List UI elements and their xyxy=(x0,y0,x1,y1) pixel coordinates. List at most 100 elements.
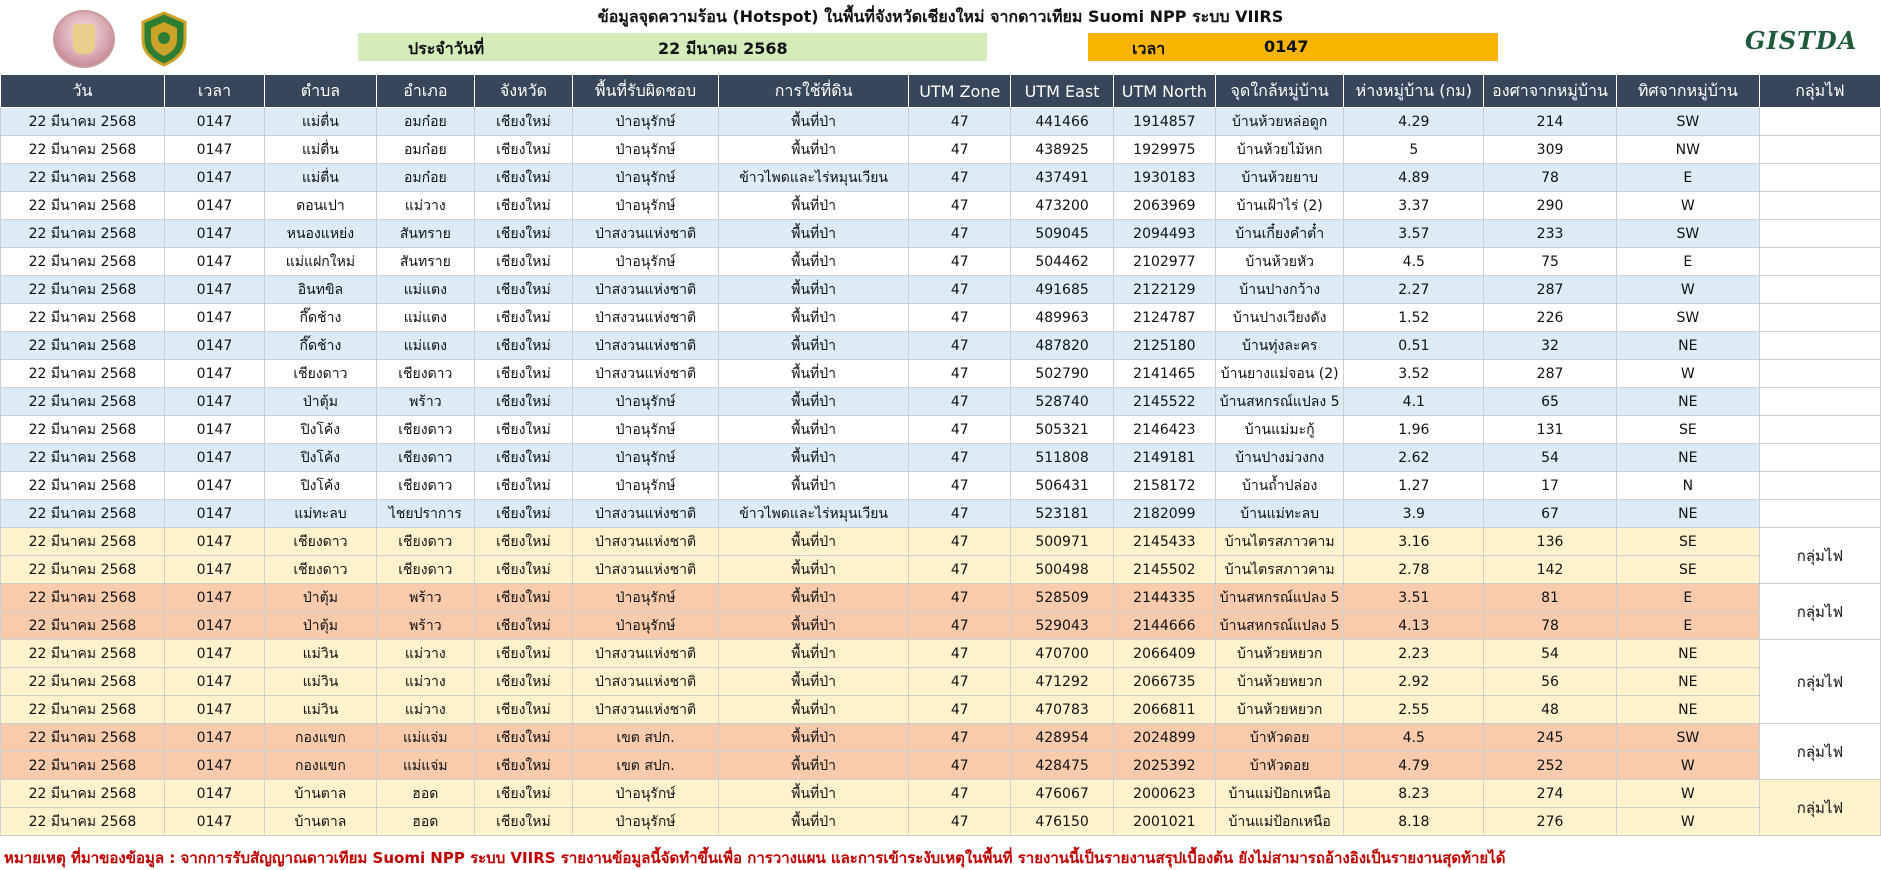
table-cell: บ้านสหกรณ์แปลง 5 xyxy=(1214,583,1345,612)
table-cell: เชียงใหม่ xyxy=(473,807,573,836)
table-cell: 22 มีนาคม 2568 xyxy=(0,667,165,696)
table-row: 22 มีนาคม 2568 0147 กึ๊ดช้าง แม่แตง เชียงใหม… xyxy=(0,331,1881,360)
table-cell: 78 xyxy=(1483,163,1617,192)
table-cell: เชียงใหม่ xyxy=(473,219,573,248)
table-cell: 22 มีนาคม 2568 xyxy=(0,555,165,584)
table-cell: ป่าอนุรักษ์ xyxy=(571,387,720,416)
table-cell: ป่าอนุรักษ์ xyxy=(571,443,720,472)
table-cell: 17 xyxy=(1483,471,1617,500)
table-cell: เชียงใหม่ xyxy=(473,611,573,640)
table-cell: พื้นที่ป่า xyxy=(718,415,910,444)
table-cell: 502790 xyxy=(1010,359,1114,388)
table-cell: ป่าตุ้ม xyxy=(264,387,377,416)
table-cell: 506431 xyxy=(1010,471,1114,500)
fire-group-cell-empty xyxy=(1758,191,1881,220)
table-row: 22 มีนาคม 2568 0147 เชียงดาว เชียงดาว เชียงใ… xyxy=(0,527,1881,584)
table-cell: 131 xyxy=(1483,415,1617,444)
table-cell: NW xyxy=(1615,135,1760,164)
table-cell: 2066735 xyxy=(1112,667,1216,696)
table-cell: 2000623 xyxy=(1112,779,1216,808)
column-header: เวลา xyxy=(163,74,266,108)
table-cell: ไชยปราการ xyxy=(375,499,475,528)
table-cell: 5 xyxy=(1343,135,1485,164)
table-cell: 287 xyxy=(1483,275,1617,304)
table-cell: 47 xyxy=(908,387,1012,416)
table-cell: 0147 xyxy=(163,331,266,360)
fire-group-cell-empty xyxy=(1758,163,1881,192)
table-cell: เชียงใหม่ xyxy=(473,639,573,668)
table-header-row: วัน เวลา ตำบล อำเภอ จังหวัด พื้นที่รับผิดชอบก… xyxy=(0,74,1881,108)
table-cell: เชียงใหม่ xyxy=(473,303,573,332)
table-cell: ป่าตุ้ม xyxy=(264,611,377,640)
table-cell: 500498 xyxy=(1010,555,1114,584)
table-cell: แม่วิน xyxy=(264,695,377,724)
table-cell: กองแขก xyxy=(264,723,377,752)
table-cell: 428954 xyxy=(1010,723,1114,752)
table-cell: 0147 xyxy=(163,779,266,808)
table-cell: บ้าหัวดอย xyxy=(1214,723,1345,752)
table-cell: 0147 xyxy=(163,247,266,276)
table-cell: ป่าสงวนแห่งชาติ xyxy=(571,499,720,528)
column-header: พื้นที่รับผิดชอบ xyxy=(571,74,720,108)
table-cell: E xyxy=(1615,247,1760,276)
table-cell: 47 xyxy=(908,303,1012,332)
table-cell: พื้นที่ป่า xyxy=(718,135,910,164)
table-cell: 47 xyxy=(908,471,1012,500)
table-cell: 2.23 xyxy=(1343,639,1485,668)
table-cell: 226 xyxy=(1483,303,1617,332)
table-cell: บ้านแม่ทะลบ xyxy=(1214,499,1345,528)
table-cell: 3.37 xyxy=(1343,191,1485,220)
fire-group-cell-empty xyxy=(1758,219,1881,248)
table-cell: 54 xyxy=(1483,639,1617,668)
table-cell: 2.55 xyxy=(1343,695,1485,724)
table-cell: SE xyxy=(1615,527,1760,556)
table-cell: ป่าสงวนแห่งชาติ xyxy=(571,667,720,696)
fire-group-cell-empty xyxy=(1758,443,1881,472)
fire-group-cell-empty xyxy=(1758,499,1881,528)
table-cell: SW xyxy=(1615,723,1760,752)
table-cell: บ้านห้วยไม้หก xyxy=(1214,135,1345,164)
table-cell: 47 xyxy=(908,359,1012,388)
table-cell: 22 มีนาคม 2568 xyxy=(0,695,165,724)
fire-group-cell-empty xyxy=(1758,415,1881,444)
table-cell: 505321 xyxy=(1010,415,1114,444)
table-cell: เชียงใหม่ xyxy=(473,499,573,528)
table-cell: 245 xyxy=(1483,723,1617,752)
table-cell: บ้านตาล xyxy=(264,807,377,836)
table-cell: แม่วาง xyxy=(375,667,475,696)
table-cell: 2125180 xyxy=(1112,331,1216,360)
table-cell: ป่าสงวนแห่งชาติ xyxy=(571,331,720,360)
table-cell: 3.16 xyxy=(1343,527,1485,556)
table-cell: ป่าอนุรักษ์ xyxy=(571,163,720,192)
table-cell: ปิงโค้ง xyxy=(264,415,377,444)
gistda-logo: GISTDA xyxy=(1745,26,1858,55)
table-cell: เชียงใหม่ xyxy=(473,387,573,416)
table-cell: 2144335 xyxy=(1112,583,1216,612)
table-cell: 233 xyxy=(1483,219,1617,248)
table-cell: พื้นที่ป่า xyxy=(718,275,910,304)
table-row: 22 มีนาคม 2568 0147 กองแขก แม่แจ่ม เชียงใหม่… xyxy=(0,723,1881,780)
table-cell: ข้าวไพดและไร่หมุนเวียน xyxy=(718,499,910,528)
table-row: 22 มีนาคม 2568 0147 แม่วิน แม่วาง เชียงใหม่ป… xyxy=(0,695,1881,724)
table-cell: ป่าอนุรักษ์ xyxy=(571,191,720,220)
table-cell: 487820 xyxy=(1010,331,1114,360)
table-cell: 47 xyxy=(908,499,1012,528)
table-cell: 47 xyxy=(908,135,1012,164)
column-header: UTM Zone xyxy=(908,74,1012,108)
table-cell: 290 xyxy=(1483,191,1617,220)
table-row: 22 มีนาคม 2568 0147 บ้านตาล ฮอด เชียงใหม่ ป่า… xyxy=(0,779,1881,836)
table-cell: บ้านห้วยหยวก xyxy=(1214,667,1345,696)
table-cell: 3.57 xyxy=(1343,219,1485,248)
table-cell: อมก๋อย xyxy=(375,163,475,192)
table-cell: 47 xyxy=(908,667,1012,696)
table-cell: เชียงใหม่ xyxy=(473,247,573,276)
table-cell: 47 xyxy=(908,583,1012,612)
table-cell: 1.27 xyxy=(1343,471,1485,500)
table-row: 22 มีนาคม 2568 0147 ป่าตุ้ม พร้าว เชียงใหม่ป… xyxy=(0,583,1881,640)
table-row: 22 มีนาคม 2568 0147 แม่แฝกใหม่ สันทราย เชียง… xyxy=(0,247,1881,276)
table-cell: แม่แจ่ม xyxy=(375,723,475,752)
table-cell: เชียงใหม่ xyxy=(473,471,573,500)
table-cell: พื้นที่ป่า xyxy=(718,807,910,836)
table-cell: 22 มีนาคม 2568 xyxy=(0,247,165,276)
table-cell: 47 xyxy=(908,779,1012,808)
